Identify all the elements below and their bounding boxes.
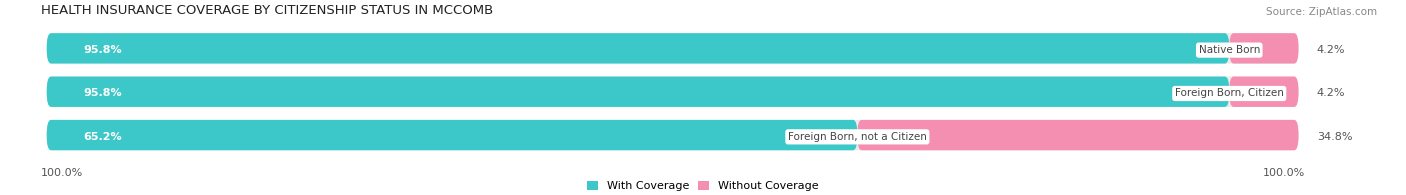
FancyBboxPatch shape [46, 33, 1299, 64]
Text: HEALTH INSURANCE COVERAGE BY CITIZENSHIP STATUS IN MCCOMB: HEALTH INSURANCE COVERAGE BY CITIZENSHIP… [41, 4, 494, 17]
FancyBboxPatch shape [46, 76, 1229, 107]
FancyBboxPatch shape [46, 33, 1229, 64]
Legend: With Coverage, Without Coverage: With Coverage, Without Coverage [588, 181, 818, 191]
Text: 95.8%: 95.8% [83, 45, 122, 55]
Text: Foreign Born, not a Citizen: Foreign Born, not a Citizen [787, 132, 927, 142]
Text: 100.0%: 100.0% [41, 168, 83, 178]
FancyBboxPatch shape [1229, 76, 1299, 107]
Text: Foreign Born, Citizen: Foreign Born, Citizen [1175, 89, 1284, 98]
Text: 4.2%: 4.2% [1317, 45, 1346, 55]
FancyBboxPatch shape [46, 120, 858, 150]
Text: 34.8%: 34.8% [1317, 132, 1353, 142]
Text: 95.8%: 95.8% [83, 89, 122, 98]
FancyBboxPatch shape [858, 120, 1299, 150]
Text: Native Born: Native Born [1198, 45, 1260, 55]
FancyBboxPatch shape [46, 76, 1299, 107]
Text: 100.0%: 100.0% [1263, 168, 1305, 178]
Text: Source: ZipAtlas.com: Source: ZipAtlas.com [1267, 7, 1378, 17]
FancyBboxPatch shape [46, 120, 1299, 150]
FancyBboxPatch shape [1229, 33, 1299, 64]
Text: 65.2%: 65.2% [83, 132, 122, 142]
Text: 4.2%: 4.2% [1317, 89, 1346, 98]
